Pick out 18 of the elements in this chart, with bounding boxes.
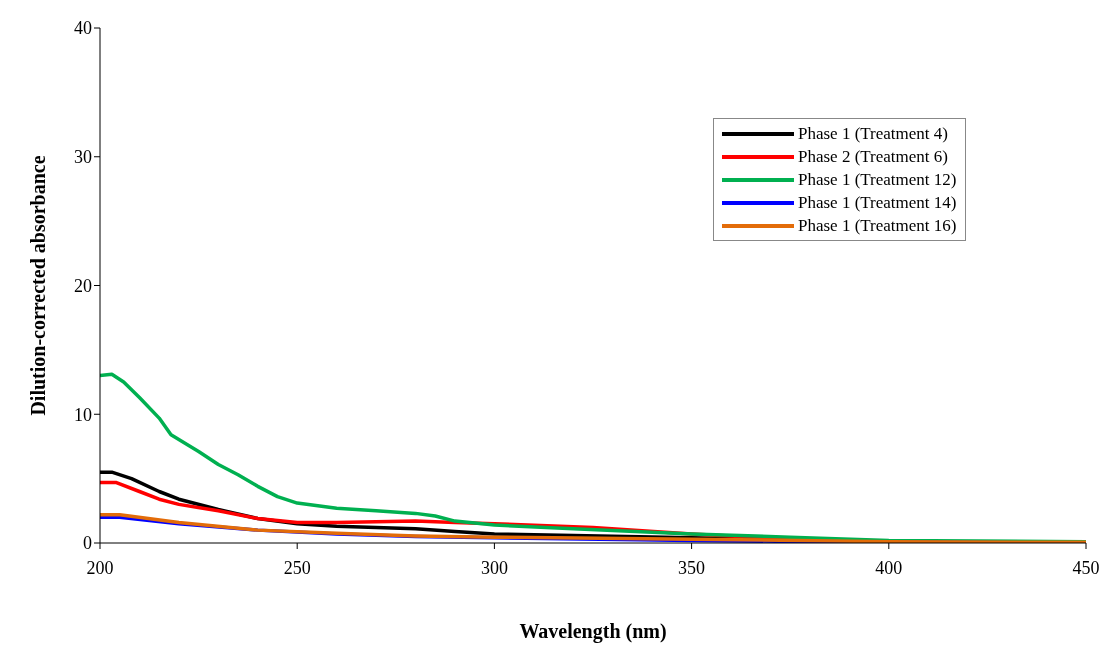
x-axis-title: Wavelength (nm) [519,620,667,643]
legend-label: Phase 1 (Treatment 16) [798,215,957,236]
legend-label: Phase 1 (Treatment 14) [798,192,957,213]
x-tick-label: 200 [86,557,114,578]
legend-label: Phase 1 (Treatment 4) [798,123,948,144]
y-tick-label: 30 [74,147,92,168]
legend-label: Phase 2 (Treatment 6) [798,146,948,167]
x-tick-label: 350 [678,557,706,578]
y-tick-label: 20 [74,275,92,296]
y-tick-label: 0 [83,533,92,554]
x-tick-label: 400 [875,557,903,578]
x-tick-label: 250 [283,557,311,578]
y-axis-title: Dilution-corrected absorbance [27,155,50,416]
x-tick-label: 300 [480,557,508,578]
y-tick-label: 10 [74,404,92,425]
y-tick-label: 40 [74,18,92,39]
legend-label: Phase 1 (Treatment 12) [798,169,957,190]
x-tick-label: 450 [1072,557,1100,578]
